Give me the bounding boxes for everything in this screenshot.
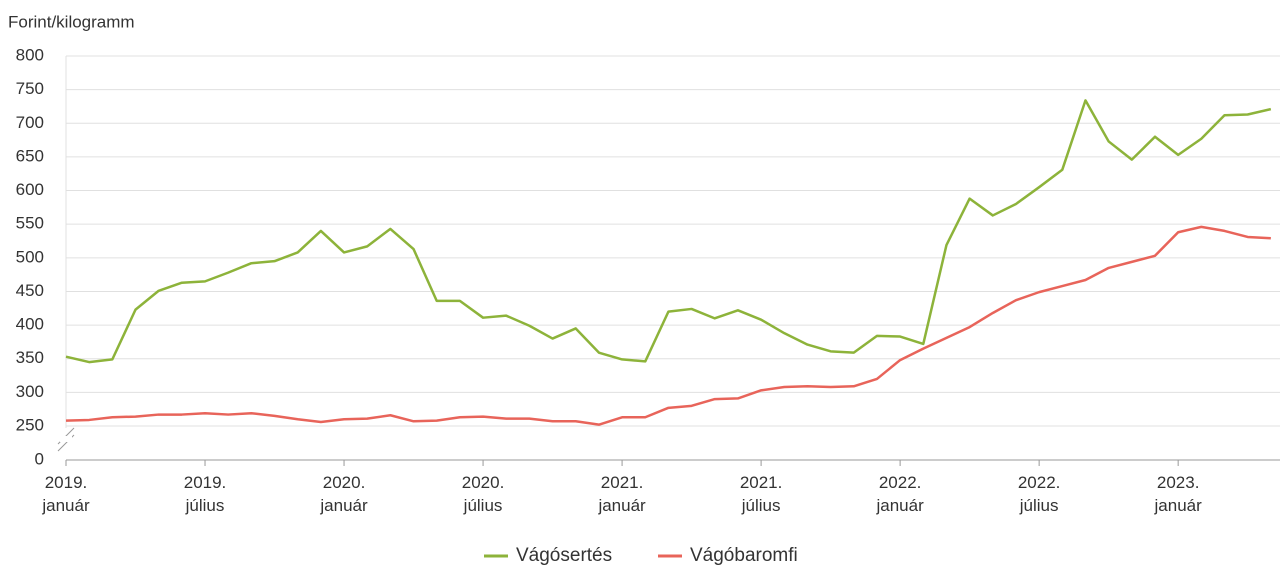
line-series [65,225,1271,426]
legend-label: Vágóbaromfi [690,545,798,566]
x-tick-label: 2021. július [739,473,783,515]
x-tick-label: 2019. január [42,473,90,515]
y-tick-label: 600 [16,180,44,199]
x-tick-label: 2020. július [461,473,505,515]
x-tick-label: 2022. január [876,473,924,515]
y-tick-label: 250 [16,415,44,434]
x-tick-label: 2021. január [598,473,646,515]
y-tick-label: 350 [16,348,44,367]
y-axis-label: Forint/kilogramm [8,12,135,31]
y-tick-label: 300 [16,382,44,401]
y-tick-label: 450 [16,281,44,300]
y-tick-label: 550 [16,214,44,233]
legend-label: Vágósertés [516,545,612,566]
break-gap [60,436,72,442]
x-tick-label: 2020. január [320,473,368,515]
y-tick-label: 650 [16,146,44,165]
y-tick-label: 800 [16,45,44,64]
y-tick-label: 750 [16,79,44,98]
line-series [65,99,1272,364]
x-tick-label: 2019. július [183,473,227,515]
x-tick-label: 2022. július [1017,473,1061,515]
y-tick-label: 700 [16,113,44,132]
y-tick-label: 400 [16,315,44,334]
y-tick-label: 0 [35,449,44,468]
x-tick-label: 2023. január [1154,473,1202,515]
y-tick-label: 500 [16,247,44,266]
